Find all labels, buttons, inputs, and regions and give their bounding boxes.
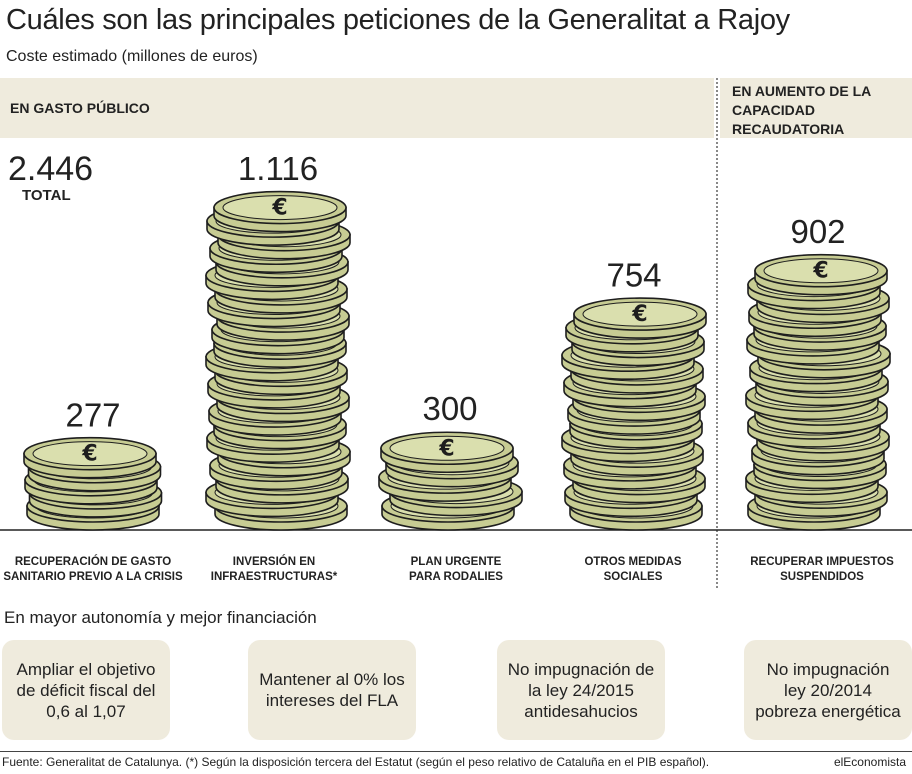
section-divider bbox=[716, 78, 718, 588]
coin: € bbox=[23, 436, 157, 479]
coin: € bbox=[380, 431, 514, 474]
category-label: RECUPERAR IMPUESTOS SUSPENDIDOS bbox=[750, 556, 894, 583]
section-label-gasto: EN GASTO PÚBLICO bbox=[10, 100, 150, 116]
category-label: OTROS MEDIDAS SOCIALES bbox=[584, 556, 682, 583]
euro-coin-icon: € bbox=[81, 442, 97, 467]
euro-coin-icon: € bbox=[631, 302, 647, 327]
coin-stack: € bbox=[23, 436, 163, 531]
section-band-gasto bbox=[0, 78, 714, 138]
coin-stack: € bbox=[561, 297, 707, 531]
coin: € bbox=[754, 253, 888, 296]
value-label: 902 bbox=[790, 213, 845, 250]
value-label: 1.116 bbox=[238, 150, 318, 187]
autonomy-item: No impugnación de la ley 24/2015 antides… bbox=[497, 640, 665, 740]
total-value: 2.446 bbox=[8, 150, 94, 188]
coin-stack: € bbox=[205, 190, 351, 531]
section-band-recaudacion bbox=[720, 78, 912, 138]
autonomy-item: Ampliar el objetivo de déficit fiscal de… bbox=[2, 640, 170, 740]
autonomy-item: No impugnación ley 20/2014 pobreza energ… bbox=[744, 640, 912, 740]
total-label: TOTAL bbox=[22, 187, 71, 204]
category-label: PLAN URGENTE PARA RODALIES bbox=[409, 556, 503, 583]
category-label: RECUPERACIÓN DE GASTO SANITARIO PREVIO A … bbox=[3, 556, 183, 583]
coin: € bbox=[573, 297, 707, 339]
coin-stack: € bbox=[745, 253, 891, 531]
chart-title: Cuáles son las principales peticiones de… bbox=[6, 4, 790, 36]
autonomy-item: Mantener al 0% los intereses del FLA bbox=[248, 640, 416, 740]
category-label: INVERSIÓN EN INFRAESTRUCTURAS* bbox=[210, 556, 338, 583]
euro-coin-icon: € bbox=[812, 259, 828, 284]
footer-rule bbox=[0, 751, 912, 752]
source-note: Fuente: Generalitat de Catalunya. (*) Se… bbox=[2, 755, 710, 769]
euro-coin-icon: € bbox=[271, 196, 287, 221]
chart-subtitle: Coste estimado (millones de euros) bbox=[6, 48, 258, 65]
coin: € bbox=[213, 190, 347, 233]
value-label: 300 bbox=[422, 390, 477, 427]
euro-coin-icon: € bbox=[438, 436, 454, 461]
value-label: 754 bbox=[606, 256, 661, 293]
coin-stack: € bbox=[378, 431, 523, 531]
section-label-recaudacion: EN AUMENTO DE LA CAPACIDAD RECAUDATORIA bbox=[732, 83, 871, 137]
autonomy-title: En mayor autonomía y mejor financiación bbox=[4, 608, 317, 627]
coin-stack-chart: €277 €1.116 €300 €754 €902 bbox=[0, 150, 912, 531]
brand-logo-text: elEconomista bbox=[833, 755, 906, 769]
value-label: 277 bbox=[65, 397, 120, 434]
